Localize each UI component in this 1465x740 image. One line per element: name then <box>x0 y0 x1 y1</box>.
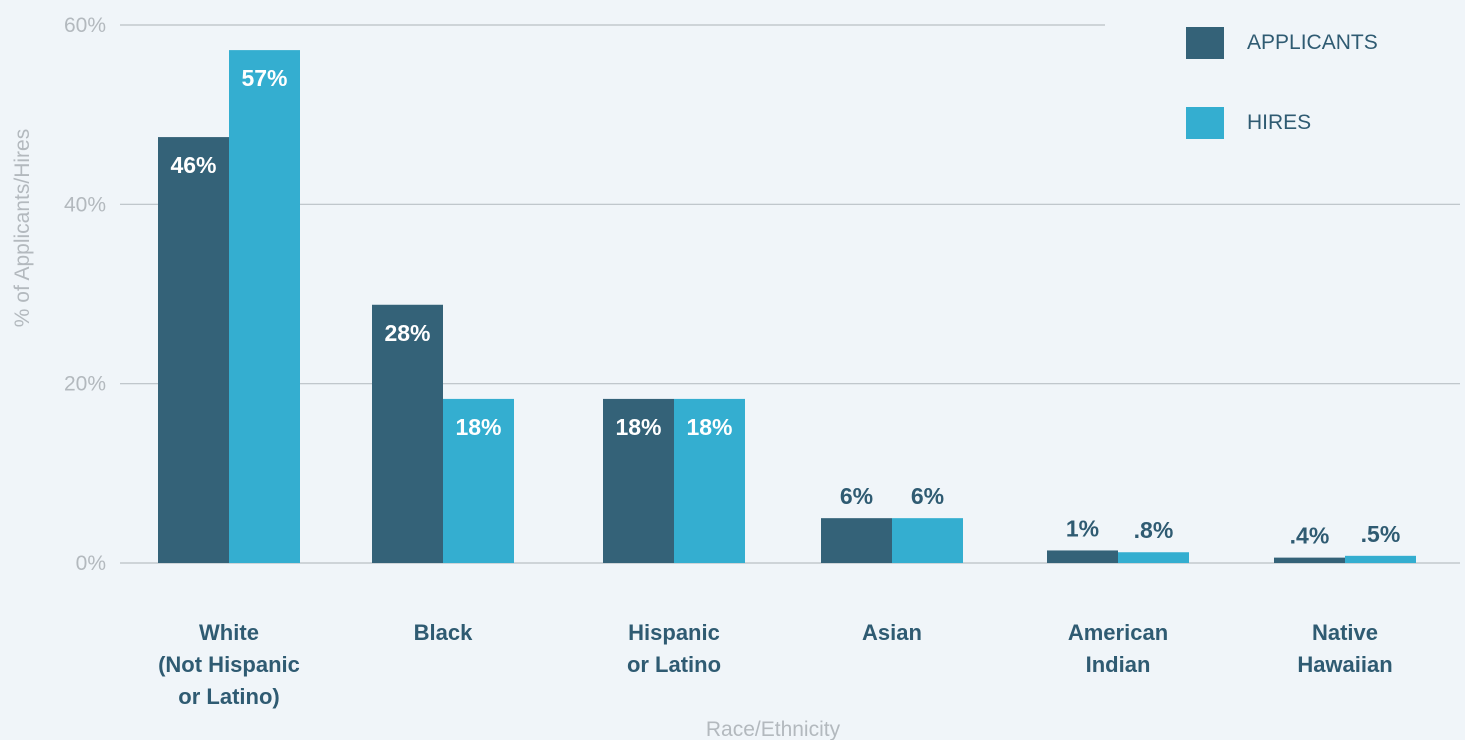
y-tick-label: 20% <box>64 373 106 396</box>
data-label: 46% <box>170 152 216 178</box>
bar-hires <box>229 50 300 563</box>
y-axis-label: % of Applicants/Hires <box>11 129 34 327</box>
bar-hires <box>674 398 745 563</box>
category-label: Hawaiian <box>1297 652 1392 677</box>
data-label: 6% <box>840 483 873 509</box>
category-label: Asian <box>862 620 922 645</box>
category-label: or Latino <box>627 652 721 677</box>
bar-applicants <box>821 518 892 563</box>
y-tick-label: 60% <box>64 14 106 37</box>
category-label: White <box>199 620 259 645</box>
legend-label: HIRES <box>1247 111 1311 134</box>
x-axis-label: Race/Ethnicity <box>706 718 841 740</box>
category-label: or Latino) <box>178 684 279 709</box>
bar-applicants <box>1274 557 1345 563</box>
category-label: Black <box>414 620 473 645</box>
data-label: 18% <box>615 414 661 440</box>
bar-hires <box>443 398 514 563</box>
data-label: 6% <box>911 483 944 509</box>
bar-applicants <box>372 304 443 563</box>
legend-swatch-applicants <box>1186 27 1224 59</box>
data-label: 18% <box>686 414 732 440</box>
bar-applicants <box>158 137 229 564</box>
category-label: American <box>1068 620 1168 645</box>
data-label: .8% <box>1134 517 1174 543</box>
data-label: 1% <box>1066 515 1099 541</box>
data-label: 57% <box>241 65 287 91</box>
bar-hires <box>1345 555 1416 563</box>
legend-swatch-hires <box>1186 107 1224 139</box>
y-tick-label: 40% <box>64 193 106 216</box>
data-label: 28% <box>384 320 430 346</box>
category-label: Indian <box>1086 652 1151 677</box>
category-label: Hispanic <box>628 620 720 645</box>
data-label: .5% <box>1361 521 1401 547</box>
data-label: .4% <box>1290 523 1330 549</box>
bar-hires <box>1118 552 1189 563</box>
category-label: Native <box>1312 620 1378 645</box>
category-label: (Not Hispanic <box>158 652 300 677</box>
bar-applicants <box>1047 550 1118 563</box>
legend-label: APPLICANTS <box>1247 31 1378 54</box>
bar-hires <box>892 518 963 563</box>
data-label: 18% <box>455 414 501 440</box>
bar-applicants <box>603 398 674 563</box>
y-tick-label: 0% <box>76 552 106 575</box>
